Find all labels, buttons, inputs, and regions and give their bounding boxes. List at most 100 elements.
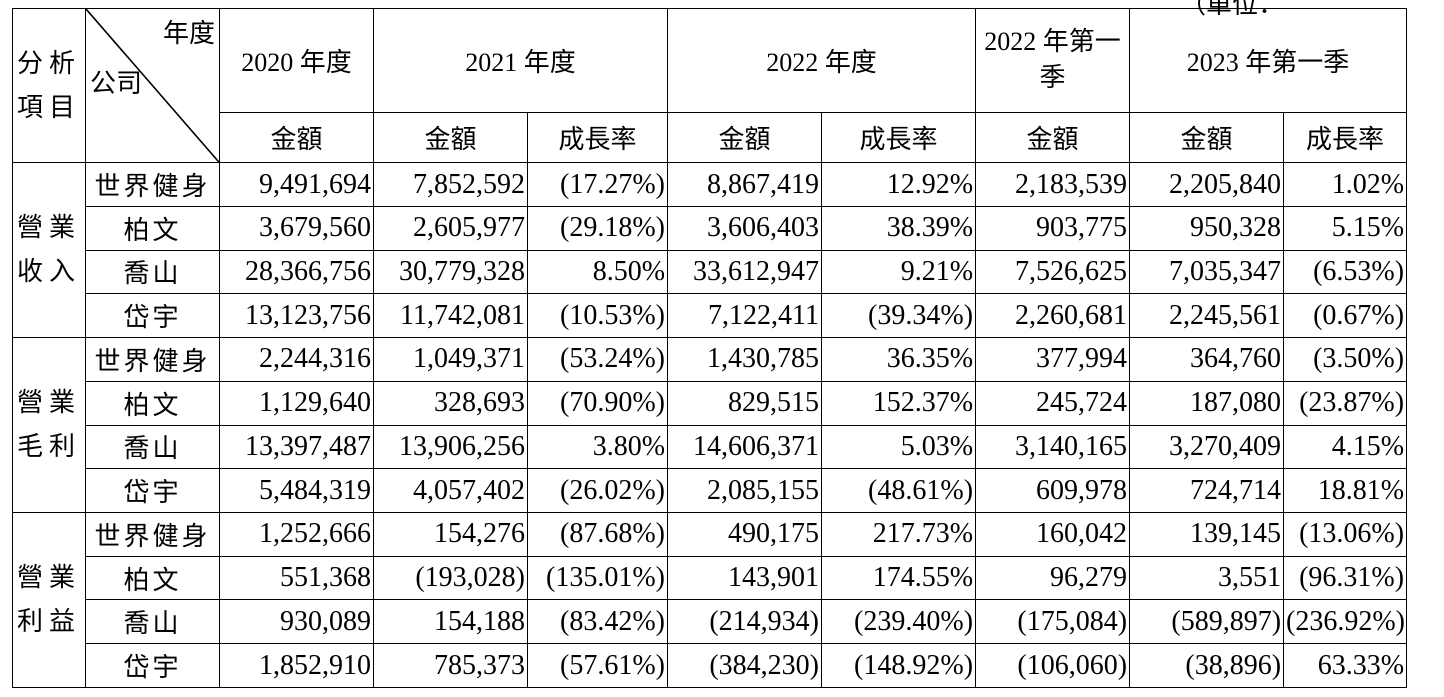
value-cell: 139,145	[1129, 511, 1285, 557]
amount-header: 金額	[667, 111, 823, 164]
value-cell: 174.55%	[821, 555, 977, 601]
value-cell: 38.39%	[821, 205, 977, 251]
value-cell: 1,049,371	[373, 337, 528, 382]
value-cell: (29.18%)	[526, 205, 669, 251]
value-cell: 11,742,081	[373, 293, 528, 339]
value-cell: (26.02%)	[526, 468, 669, 513]
value-cell: 2,085,155	[667, 468, 823, 513]
value-cell: 187,080	[1129, 380, 1285, 426]
table-row: 柏文 1,129,640 328,693 (70.90%) 829,515 152.37%…	[13, 380, 1408, 426]
value-cell: 143,901	[667, 555, 823, 601]
value-cell: (135.01%)	[526, 555, 669, 601]
table-row: 柏文 551,368 (193,028) (135.01%) 143,901 174.55…	[13, 555, 1408, 601]
value-cell: 551,368	[219, 555, 374, 601]
value-cell: (589,897)	[1129, 599, 1285, 645]
year-2022-header: 2022 年度	[667, 8, 977, 113]
value-cell: 4,057,402	[373, 468, 528, 513]
company-name: 柏文	[85, 380, 220, 426]
value-cell: 3,679,560	[219, 205, 374, 251]
value-cell: 217.73%	[821, 511, 977, 557]
value-cell: (239.40%)	[821, 599, 977, 645]
value-cell: 152.37%	[821, 380, 977, 426]
value-cell: (57.61%)	[526, 643, 669, 688]
company-name: 喬山	[85, 424, 220, 470]
value-cell: 3.80%	[526, 424, 669, 470]
value-cell: 785,373	[373, 643, 528, 688]
value-cell: 96,279	[975, 555, 1131, 601]
diagonal-line	[86, 9, 219, 162]
value-cell: 7,035,347	[1129, 249, 1285, 295]
category-label: 營業收入	[12, 162, 86, 339]
table-row: 岱宇 13,123,756 11,742,081 (10.53%) 7,122,411(…	[13, 293, 1408, 339]
amount-header: 金額	[219, 111, 374, 164]
header-row-years: 分析項目 年度 公司 2020 年度 2021 年度 2022 年度 2022 …	[12, 7, 1408, 164]
table-row: 岱宇 5,484,319 4,057,402 (26.02%) 2,085,155 (48…	[13, 468, 1408, 513]
year-2020-header: 2020 年度	[219, 8, 374, 113]
value-cell: 5,484,319	[219, 468, 374, 513]
growth-header: 成長率	[1283, 111, 1408, 164]
value-cell: (96.31%)	[1283, 555, 1408, 601]
value-cell: 7,852,592	[373, 162, 528, 207]
diagonal-header-cell: 年度 公司	[85, 7, 220, 164]
value-cell: 5.15%	[1283, 205, 1408, 251]
value-cell: (384,230)	[667, 643, 823, 688]
value-cell: 1,129,640	[219, 380, 374, 426]
value-cell: 377,994	[975, 337, 1131, 382]
value-cell: 1,252,666	[219, 511, 374, 557]
value-cell: 7,526,625	[975, 249, 1131, 295]
value-cell: 2,605,977	[373, 205, 528, 251]
value-cell: 364,760	[1129, 337, 1285, 382]
value-cell: 3,551	[1129, 555, 1285, 601]
company-name: 岱宇	[85, 468, 220, 513]
table-row: 喬山 13,397,487 13,906,256 3.80% 14,606,371 5.0…	[13, 424, 1408, 470]
value-cell: 154,188	[373, 599, 528, 645]
value-cell: 30,779,328	[373, 249, 528, 295]
value-cell: 14,606,371	[667, 424, 823, 470]
year-2022q1-header: 2022 年第一季	[975, 8, 1131, 113]
value-cell: 829,515	[667, 380, 823, 426]
year-corner-label: 年度	[162, 19, 215, 49]
value-cell: (193,028)	[373, 555, 528, 601]
value-cell: 1,852,910	[219, 643, 374, 688]
value-cell: (38,896)	[1129, 643, 1285, 688]
value-cell: 3,140,165	[975, 424, 1131, 470]
growth-header: 成長率	[526, 111, 669, 164]
value-cell: 18.81%	[1283, 468, 1408, 513]
value-cell: 609,978	[975, 468, 1131, 513]
value-cell: 1.02%	[1283, 162, 1408, 207]
company-name: 岱宇	[85, 643, 220, 688]
value-cell: 9.21%	[821, 249, 977, 295]
value-cell: 13,906,256	[373, 424, 528, 470]
amount-header: 金額	[975, 111, 1131, 164]
value-cell: (106,060)	[975, 643, 1131, 688]
value-cell: 950,328	[1129, 205, 1285, 251]
table-row: 柏文 3,679,560 2,605,977 (29.18%) 3,606,403 38.…	[13, 205, 1408, 251]
value-cell: (39.34%)	[821, 293, 977, 339]
value-cell: (53.24%)	[526, 337, 669, 382]
value-cell: (48.61%)	[821, 468, 977, 513]
value-cell: 63.33%	[1283, 643, 1408, 688]
table-row: 營業收入 世界健身 9,491,694 7,852,592 (17.27%) 8,867,…	[12, 162, 1408, 339]
year-2021-header: 2021 年度	[372, 8, 669, 113]
value-cell: (83.42%)	[526, 599, 669, 645]
value-cell: (87.68%)	[526, 511, 669, 557]
value-cell: 4.15%	[1283, 424, 1408, 470]
value-cell: 5.03%	[821, 424, 977, 470]
value-cell: 2,205,840	[1129, 162, 1285, 207]
value-cell: 3,606,403	[667, 205, 823, 251]
table-row: 營業利益 世界健身 1,252,666 154,276 (87.68%) 490,175 2…	[12, 511, 1408, 689]
value-cell: (13.06%)	[1283, 511, 1408, 557]
financial-comparison-table: 分析項目 年度 公司 2020 年度 2021 年度 2022 年度 2022 …	[12, 7, 1408, 689]
company-name: 世界健身	[85, 337, 220, 382]
table-row: 喬山 28,366,756 30,779,328 8.50% 33,612,947 9.2…	[13, 249, 1408, 295]
value-cell: 33,612,947	[667, 249, 823, 295]
value-cell: (10.53%)	[526, 293, 669, 339]
value-cell: (3.50%)	[1283, 337, 1408, 382]
category-label: 營業毛利	[12, 337, 86, 513]
value-cell: 903,775	[975, 205, 1131, 251]
value-cell: 2,260,681	[975, 293, 1131, 339]
value-cell: 2,245,561	[1129, 293, 1285, 339]
analysis-item-header: 分析項目	[12, 7, 86, 164]
value-cell: 245,724	[975, 380, 1131, 426]
company-name: 世界健身	[85, 511, 220, 557]
